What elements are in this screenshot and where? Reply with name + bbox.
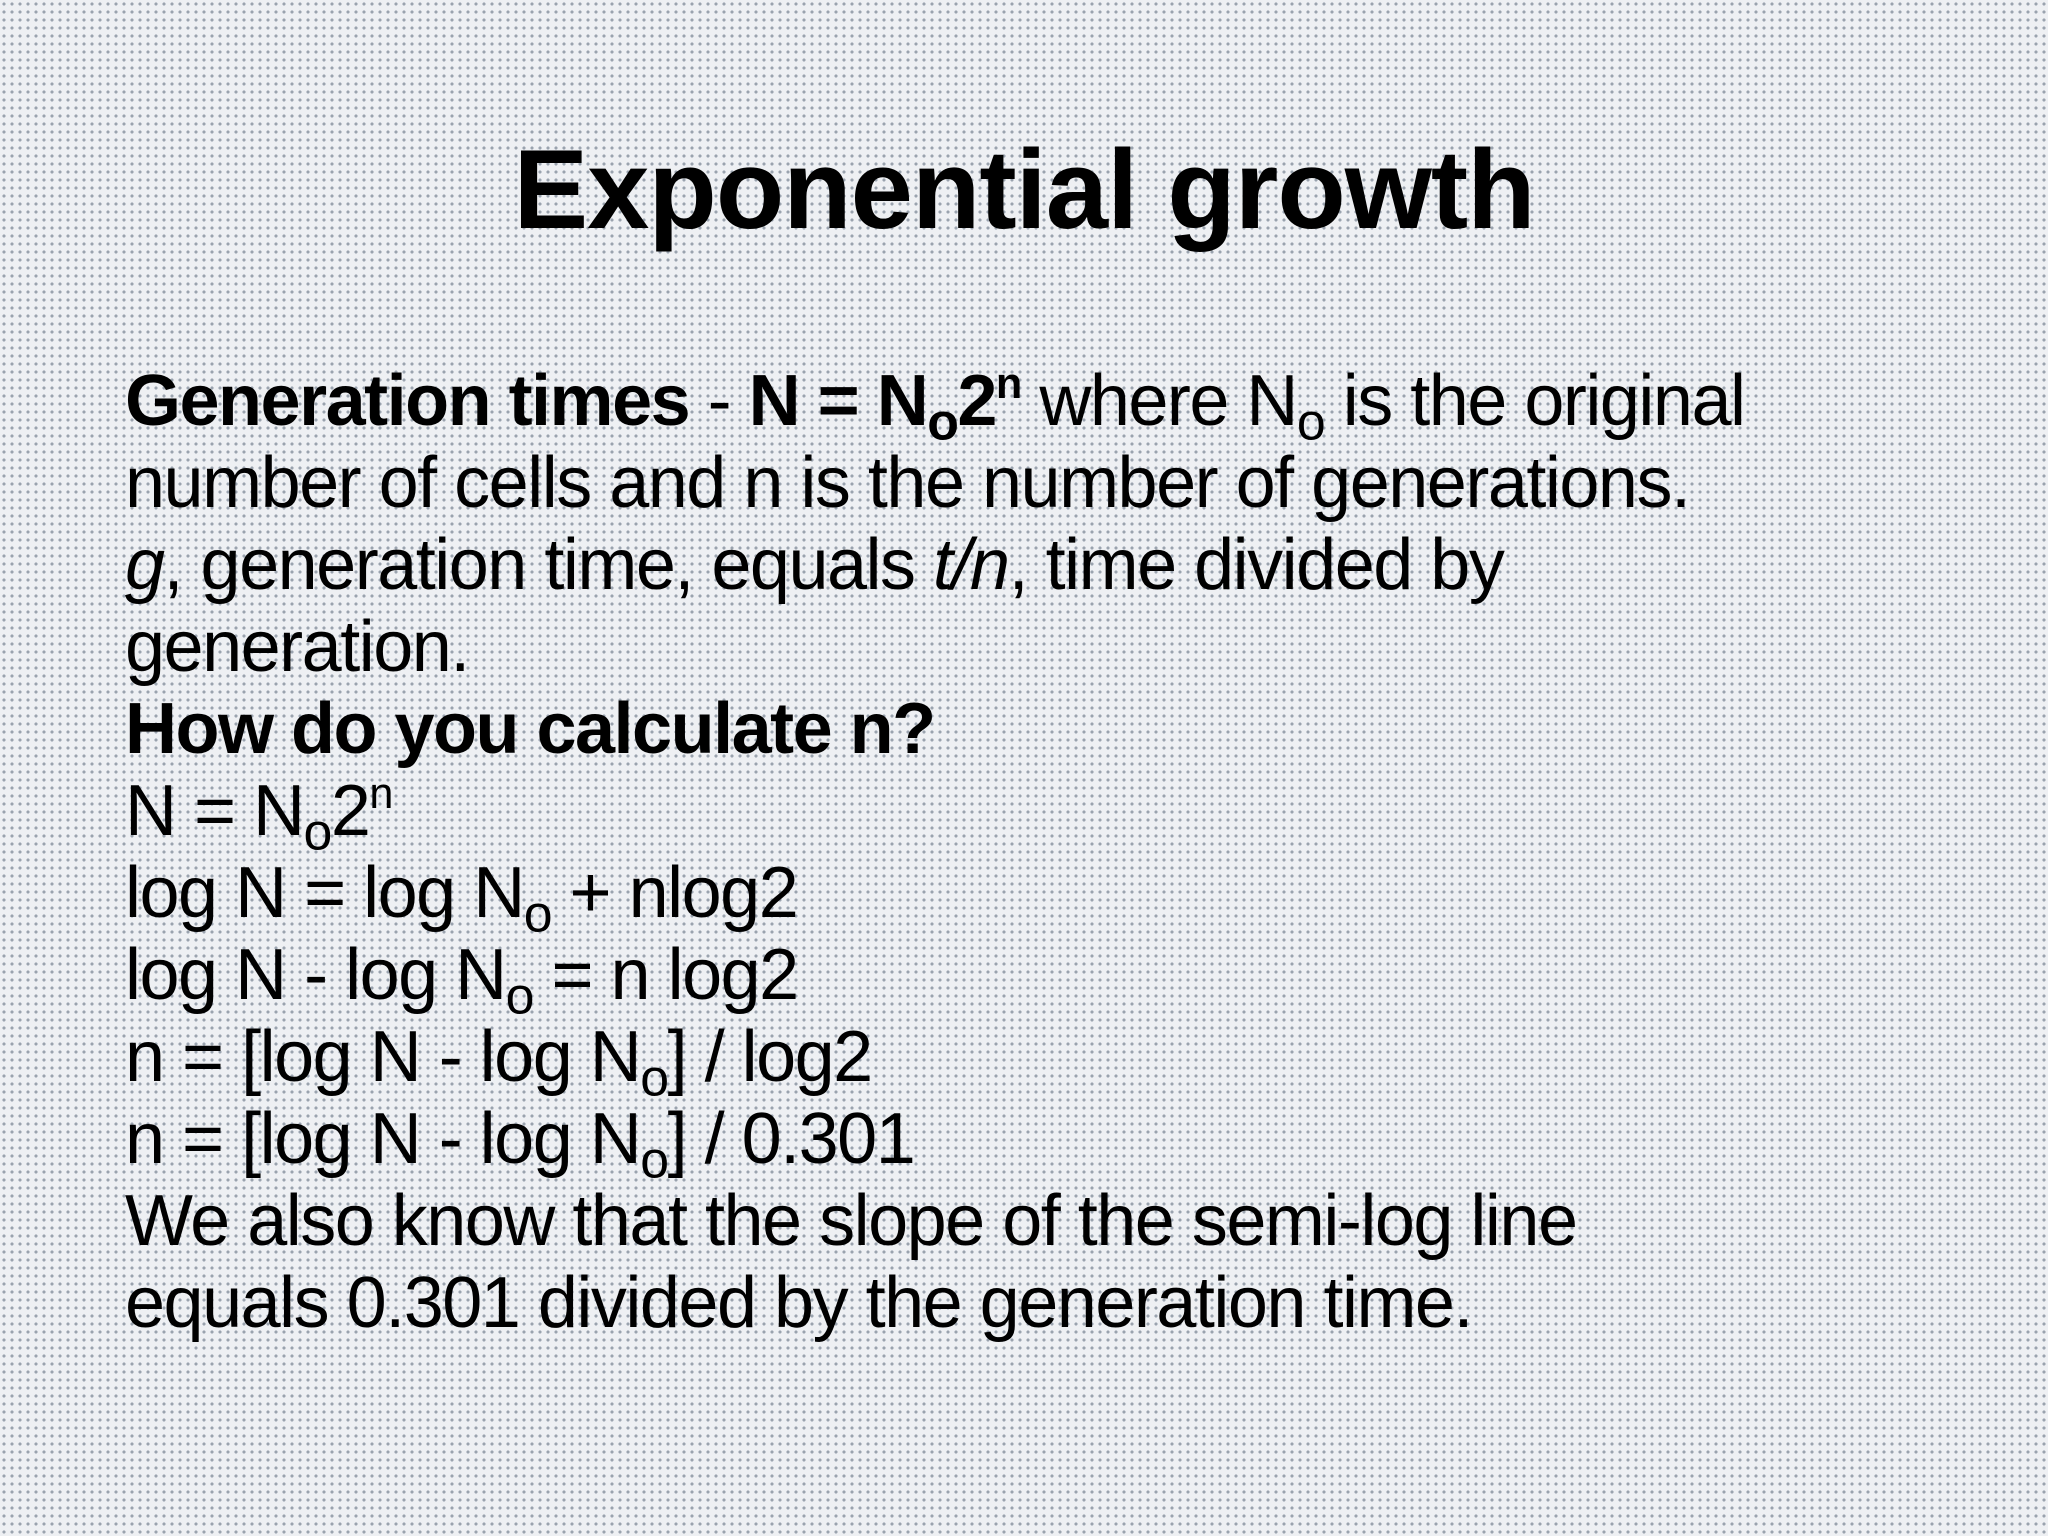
body-line-generation-time: g, generation time, equals t/n, time div… xyxy=(125,524,2005,606)
body-line-equals: equals 0.301 divided by the generation t… xyxy=(125,1263,1473,1343)
formula-bold: N = No2n xyxy=(748,360,1023,447)
generation-time-text: , generation time, equals xyxy=(163,525,934,605)
where-text: where N xyxy=(1020,361,1298,441)
equation-text: log N = log N xyxy=(125,853,525,933)
equation-subscript: o xyxy=(523,884,553,943)
equation-line-4: n = [log N - log No] / log2 xyxy=(125,1016,2005,1103)
where-subscript: o xyxy=(1296,392,1326,451)
equation-text-rest: + nlog2 xyxy=(551,853,799,933)
equation-subscript: o xyxy=(640,1130,669,1189)
equation-text-rest: ] / 0.301 xyxy=(667,1099,916,1179)
equation-text: log N - log N xyxy=(125,935,507,1015)
formula-base: 2 xyxy=(957,361,997,441)
equation-text: N = N xyxy=(125,771,305,851)
slide-body: Generation times - N = No2n where No is … xyxy=(125,360,2005,1344)
separator: - xyxy=(689,361,749,441)
equation-line-5: n = [log N - log No] / 0.301 xyxy=(125,1098,2005,1185)
generation-times-label: Generation times xyxy=(125,361,691,441)
equation-text-rest: ] / log2 xyxy=(667,1017,874,1097)
equation-base: 2 xyxy=(330,771,371,851)
formula-lhs: N = N xyxy=(748,361,929,441)
equation-subscript: o xyxy=(303,802,333,861)
equation-text: n = [log N - log N xyxy=(125,1017,642,1097)
t-over-n: t/n xyxy=(933,525,1010,605)
g-symbol: g xyxy=(125,525,165,605)
body-line-slope: We also know that the slope of the semi-… xyxy=(125,1181,1578,1261)
formula-subscript: o xyxy=(927,392,959,451)
slide-title: Exponential growth xyxy=(513,127,1535,252)
equation-line-3: log N - log No = n log2 xyxy=(125,934,2005,1021)
body-line-question: How do you calculate n? xyxy=(125,689,936,769)
equation-text-rest: = n log2 xyxy=(532,935,799,1015)
equation-line-1: N = No2n xyxy=(125,770,2005,857)
body-line-generation: generation. xyxy=(125,607,470,687)
body-line-generation-times: Generation times - N = No2n where No is … xyxy=(125,360,2005,447)
formula-exponent: n xyxy=(995,360,1022,409)
time-divided-text: , time divided by xyxy=(1008,525,1505,605)
equation-subscript: o xyxy=(505,966,535,1025)
equation-text: n = [log N - log N xyxy=(125,1099,642,1179)
original-text: is the original xyxy=(1324,361,1746,441)
equation-exponent: n xyxy=(369,770,393,819)
equation-subscript: o xyxy=(640,1048,669,1107)
equation-line-2: log N = log No + nlog2 xyxy=(125,852,2005,939)
body-line-number-of-cells: number of cells and n is the number of g… xyxy=(125,443,1691,523)
